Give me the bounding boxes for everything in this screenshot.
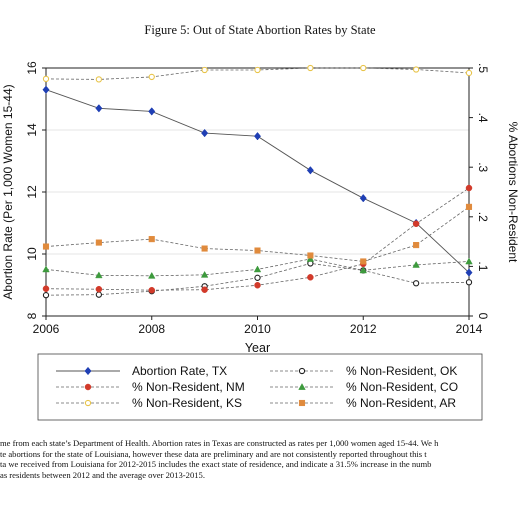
x-tick-label: 2010	[244, 322, 271, 336]
y-right-tick-label: .5	[476, 63, 490, 73]
legend-label: Abortion Rate, TX	[132, 364, 227, 378]
data-point	[360, 64, 367, 72]
data-point	[465, 184, 473, 192]
data-point	[465, 69, 473, 77]
legend-entry: % Non-Resident, OK	[270, 364, 457, 378]
legend-marker	[298, 383, 306, 390]
caption-line: me from each state’s Department of Healt…	[0, 438, 439, 448]
data-point	[42, 292, 50, 299]
data-point	[42, 265, 50, 273]
data-point	[201, 66, 208, 74]
data-point	[253, 265, 262, 273]
series-non-resident-ar	[42, 203, 473, 265]
legend-marker	[298, 399, 306, 407]
legend-marker	[84, 366, 92, 376]
chart-title: Figure 5: Out of State Abortion Rates by…	[144, 23, 376, 37]
legend-marker	[84, 399, 92, 407]
y-left-tick-label: 16	[25, 61, 39, 75]
legend-marker	[298, 367, 306, 375]
y-axis-left-label: Abortion Rate (Per 1,000 Women 15-44)	[1, 84, 15, 299]
legend-label: % Non-Resident, CO	[346, 380, 458, 394]
data-point	[201, 286, 208, 293]
x-tick-label: 2012	[350, 322, 377, 336]
data-point	[148, 107, 156, 116]
x-tick-label: 2006	[33, 322, 60, 336]
data-point	[95, 291, 103, 298]
data-point	[465, 268, 473, 277]
data-point	[253, 132, 262, 141]
data-point	[148, 271, 156, 279]
data-point	[306, 166, 314, 175]
data-point	[148, 286, 155, 294]
data-point	[412, 260, 420, 268]
data-point	[359, 266, 367, 274]
caption-line: as residents between 2012 and the averag…	[0, 469, 205, 480]
data-point	[201, 128, 209, 138]
legend-label: % Non-Resident, NM	[132, 380, 245, 394]
data-point	[412, 220, 420, 227]
y-left-tick-label: 10	[25, 247, 39, 261]
data-point	[306, 255, 315, 262]
x-tick-label: 2014	[456, 322, 483, 336]
data-point	[148, 73, 155, 81]
chart-area: Figure 5: Out of State Abortion Rates by…	[1, 23, 520, 421]
y-axis-right-label: % Abortions Non-Resident	[506, 122, 520, 263]
y-left-tick-label: 12	[25, 185, 39, 199]
y-right-tick-label: .3	[476, 162, 490, 172]
legend-entry: % Non-Resident, KS	[56, 396, 242, 410]
y-right-tick-label: .4	[476, 113, 490, 123]
legend-label: % Non-Resident, AR	[346, 396, 456, 410]
legend: Abortion Rate, TX % Non-Resident, OK % Non…	[56, 364, 458, 410]
data-point	[465, 203, 473, 210]
data-point	[95, 76, 103, 83]
y-left-tick-label: 8	[25, 312, 39, 319]
data-point	[360, 258, 367, 265]
data-point	[254, 274, 261, 281]
data-point	[95, 285, 103, 293]
series-line	[45, 89, 470, 273]
data-point	[412, 66, 420, 73]
data-point	[412, 280, 420, 287]
data-point	[201, 245, 208, 252]
legend-entry: % Non-Resident, CO	[270, 380, 458, 394]
data-point	[95, 104, 103, 113]
data-point	[465, 257, 473, 265]
data-point	[413, 242, 420, 249]
data-point	[42, 75, 50, 83]
series-non-resident-ks	[42, 64, 473, 83]
data-point	[95, 271, 103, 279]
data-point	[307, 64, 314, 72]
caption-line: ta we received from Louisiana for 2012-2…	[0, 459, 432, 470]
data-point	[95, 239, 102, 246]
data-point	[42, 243, 50, 250]
y-left-tick-label: 14	[25, 123, 39, 137]
data-point	[42, 85, 50, 94]
data-point	[307, 274, 314, 281]
figure-caption: me from each state’s Department of Healt…	[0, 438, 520, 480]
data-point	[465, 279, 473, 286]
legend-label: % Non-Resident, KS	[132, 396, 242, 410]
data-point	[200, 270, 209, 278]
legend-entry: % Non-Resident, NM	[56, 380, 245, 394]
y-right-tick-label: .2	[476, 212, 490, 222]
series-non-resident-co	[42, 255, 473, 279]
data-point	[307, 252, 314, 259]
data-point	[254, 66, 261, 74]
caption-line: te abortions for the state of Louisiana,…	[0, 448, 427, 459]
legend-entry: Abortion Rate, TX	[56, 364, 227, 378]
data-point	[254, 247, 261, 254]
data-point	[148, 236, 155, 243]
data-point	[42, 285, 50, 292]
axes: 8 10 12 14 16 0 .1 .2 .3 .4 .5 2006 2008 2010 2012 2014	[25, 61, 490, 336]
legend-label: % Non-Resident, OK	[346, 364, 457, 378]
y-right-tick-label: .1	[476, 261, 490, 271]
legend-entry: % Non-Resident, AR	[270, 396, 456, 410]
y-right-tick-label: 0	[476, 313, 490, 320]
x-tick-label: 2008	[138, 322, 165, 336]
series-layer	[42, 64, 473, 299]
data-point	[254, 281, 261, 289]
legend-marker	[84, 383, 92, 391]
x-axis-label: Year	[245, 341, 270, 355]
data-point	[359, 194, 367, 203]
